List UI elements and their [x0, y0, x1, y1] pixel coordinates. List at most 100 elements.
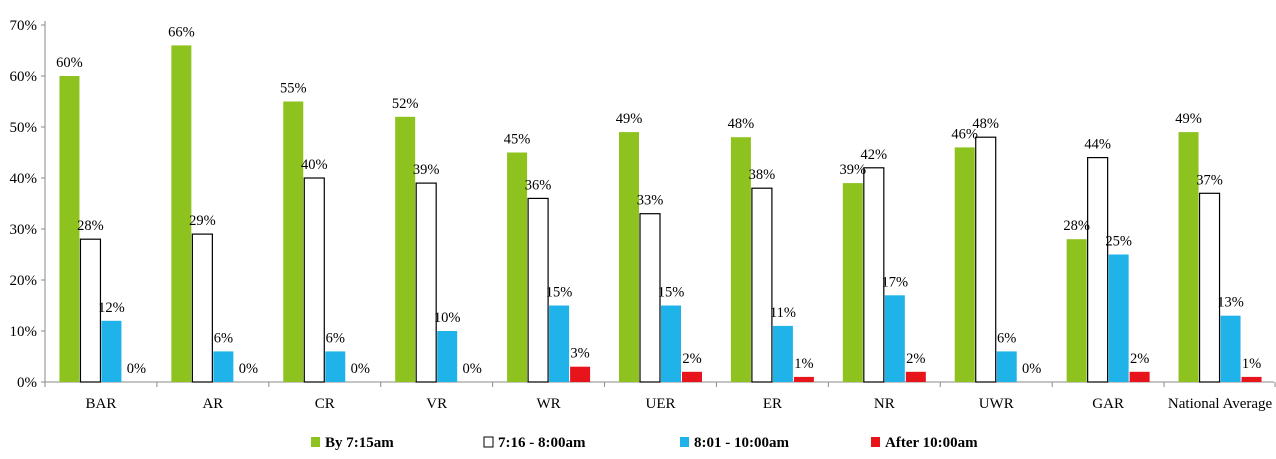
bar-gar-series-2 — [1087, 157, 1109, 383]
legend-label: After 10:00am — [885, 435, 978, 451]
bar-national-average-series-3 — [1220, 315, 1241, 382]
y-axis: 0% 10% 20% 30% 40% 50% 60% 70% — [10, 18, 46, 391]
data-label: 39% — [413, 162, 440, 178]
bar-national-average-series-1 — [1178, 132, 1199, 382]
data-label: 10% — [434, 310, 461, 326]
y-tick-label: 10% — [10, 324, 38, 340]
data-label: 52% — [392, 96, 419, 112]
data-label: 0% — [351, 361, 370, 377]
data-label: 28% — [1063, 218, 1090, 234]
data-label: 60% — [56, 55, 83, 71]
y-tick-label: 20% — [10, 273, 38, 289]
bar-vr-series-3 — [437, 331, 458, 382]
data-label: 28% — [77, 218, 104, 234]
y-tick-label: 70% — [10, 18, 38, 34]
data-label: 0% — [239, 361, 258, 377]
bar-wr-series-1 — [507, 152, 528, 382]
legend: By 7:15am 7:16 - 8:00am 8:01 - 10:00am Afte… — [311, 435, 978, 451]
data-label: 0% — [127, 361, 146, 377]
bar-nr-series-2 — [863, 167, 885, 383]
data-label: 48% — [972, 116, 999, 132]
bar-gar-series-1 — [1066, 239, 1087, 382]
x-tick-label: AR — [202, 396, 223, 412]
data-label: 2% — [906, 351, 925, 367]
x-axis: BAR AR CR VR WR UER ER NR UWR GAR National Average — [44, 381, 1276, 412]
bar-cr-series-2 — [303, 177, 325, 383]
data-label: 15% — [658, 285, 685, 301]
bar-uer-series-2 — [639, 213, 661, 383]
x-tick-label: WR — [537, 396, 561, 412]
data-label: 0% — [463, 361, 482, 377]
bar-cr-series-1 — [283, 101, 304, 382]
bar-uer-series-3 — [661, 305, 681, 382]
bar-wr-series-4 — [570, 366, 591, 382]
bar-ar-series-2 — [191, 233, 213, 383]
y-tick-label: 0% — [17, 375, 37, 391]
bar-wr-series-3 — [549, 305, 570, 382]
y-tick-label: 30% — [10, 222, 38, 238]
data-label: 29% — [189, 213, 216, 229]
bar-er-series-2 — [751, 187, 773, 383]
data-label: 1% — [794, 356, 813, 372]
x-tick-label: GAR — [1092, 396, 1124, 412]
bar-er-series-3 — [772, 325, 793, 382]
data-label: 37% — [1196, 172, 1223, 188]
bar-bar-series-2 — [79, 238, 102, 383]
bar-vr-series-1 — [395, 116, 416, 383]
data-label: 12% — [98, 300, 125, 316]
data-label: 46% — [951, 126, 978, 142]
data-label: 38% — [749, 167, 776, 183]
legend-swatch — [311, 437, 320, 447]
data-label: 42% — [861, 147, 888, 163]
data-label: 3% — [570, 346, 589, 362]
x-tick-label: National Average — [1168, 396, 1273, 412]
y-tick-label: 60% — [10, 69, 38, 85]
bar-cr-series-3 — [325, 351, 346, 382]
legend-label: 8:01 - 10:00am — [694, 435, 789, 451]
bar-uer-series-1 — [619, 132, 639, 382]
x-tick-label: UWR — [979, 396, 1014, 412]
bar-gar-series-3 — [1108, 254, 1129, 382]
y-tick-label: 50% — [10, 120, 38, 136]
bar-ar-series-3 — [213, 351, 234, 382]
bar-national-average-series-2 — [1198, 192, 1221, 383]
legend-swatch — [871, 437, 880, 447]
data-label: 25% — [1105, 234, 1132, 250]
legend-swatch — [483, 436, 494, 448]
data-label: 6% — [214, 330, 233, 346]
bar-uwr-series-2 — [975, 136, 997, 383]
bar-nr-series-1 — [842, 183, 863, 382]
data-label: 33% — [637, 193, 664, 209]
data-label: 2% — [682, 351, 701, 367]
bar-uer-series-4 — [682, 371, 702, 382]
data-labels: 60% 28% 12% 0% 66% 29% 6% 0% 55% 40% 6% 0% 52% 39% 10%… — [56, 24, 1261, 377]
bar-uwr-series-3 — [996, 351, 1017, 382]
bar-er-series-1 — [730, 137, 751, 382]
x-tick-label: UER — [646, 396, 676, 412]
x-tick-label: BAR — [86, 396, 117, 412]
legend-swatch — [680, 437, 689, 447]
data-label: 55% — [280, 81, 307, 97]
x-tick-label: VR — [426, 396, 447, 412]
bar-er-series-4 — [793, 376, 814, 382]
data-label: 44% — [1084, 137, 1111, 153]
legend-label: By 7:15am — [325, 435, 394, 451]
data-label: 49% — [616, 111, 643, 127]
data-label: 13% — [1217, 295, 1244, 311]
data-label: 6% — [326, 330, 345, 346]
data-label: 1% — [1242, 356, 1261, 372]
data-label: 40% — [301, 157, 328, 173]
bar-national-average-series-4 — [1241, 376, 1262, 382]
bar-wr-series-2 — [527, 197, 549, 383]
x-tick-label: CR — [315, 396, 335, 412]
x-tick-label: NR — [874, 396, 895, 412]
data-label: 48% — [728, 116, 755, 132]
bar-nr-series-3 — [884, 295, 905, 382]
bar-bar-series-3 — [101, 320, 122, 382]
bar-bar-series-1 — [59, 76, 80, 382]
data-label: 49% — [1175, 111, 1202, 127]
data-label: 17% — [882, 274, 909, 290]
data-label: 0% — [1022, 361, 1041, 377]
x-tick-label: ER — [763, 396, 782, 412]
